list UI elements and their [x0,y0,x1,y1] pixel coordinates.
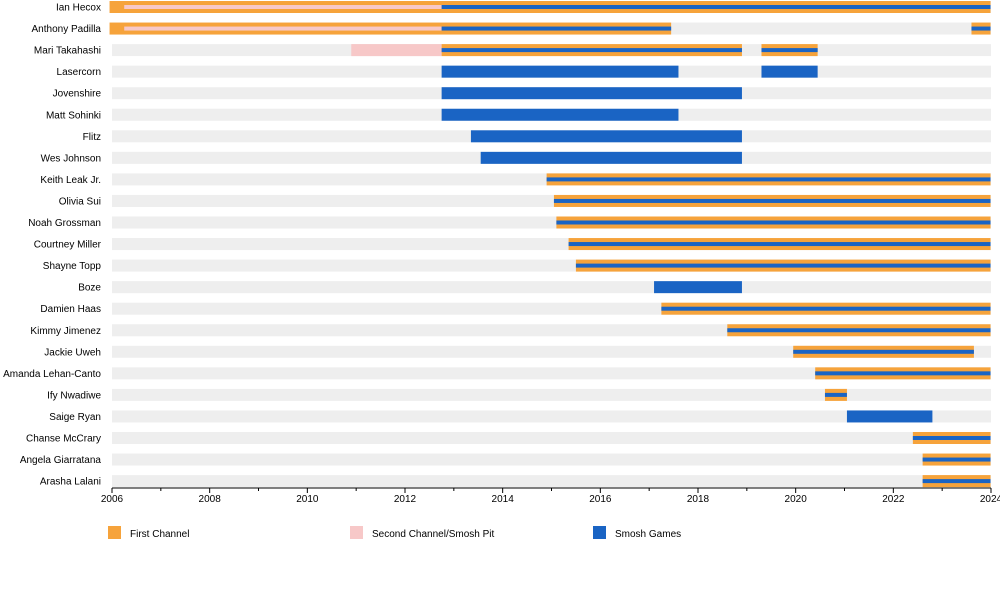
legend: First Channel Second Channel/Smosh Pit Smo… [108,526,681,540]
row-label-courtney-miller: Courtney Miller [34,240,102,251]
bar-mari-takahashi-second-channel-smosh-pit-0 [351,44,442,57]
bar-lasercorn-smosh-games-1 [761,65,818,78]
legend-label-second-channel-smosh-pit: Second Channel/Smosh Pit [372,529,495,540]
x-tick-label-2024: 2024 [980,494,1000,505]
row-background-boze [112,281,991,294]
bar-anthony-padilla-smosh-games-4 [971,26,991,31]
legend-swatch-smosh-games [593,526,606,539]
bar-jovenshire-smosh-games-0 [441,87,742,100]
bar-lasercorn-smosh-games-0 [441,65,679,78]
bar-ian-hecox-second-channel-smosh-pit-1 [124,5,442,9]
row-label-lasercorn: Lasercorn [57,67,101,78]
row-background-saige-ryan [112,410,991,423]
row-label-anthony-padilla: Anthony Padilla [32,24,102,35]
row-background-chanse-mccrary [112,432,991,444]
bar-arasha-lalani-smosh-games-1 [922,479,991,484]
row-label-arasha-lalani: Arasha Lalani [40,477,101,488]
row-label-kimmy-jimenez: Kimmy Jimenez [30,326,101,337]
x-tick-label-2018: 2018 [687,494,710,505]
x-tick-label-2020: 2020 [785,494,808,505]
row-label-flitz: Flitz [83,132,101,143]
bar-damien-haas-smosh-games-1 [661,306,991,311]
bar-jackie-uweh-smosh-games-1 [793,349,974,354]
x-tick-label-2008: 2008 [199,494,222,505]
row-label-mari-takahashi: Mari Takahashi [34,46,101,57]
row-labels: Ian Hecox Anthony Padilla Mari Takahashi La… [3,3,102,488]
row-label-olivia-sui: Olivia Sui [59,196,101,207]
row-background-angela-giarratana [112,453,991,466]
bar-noah-grossman-smosh-games-1 [556,220,991,225]
row-label-ify-nwadiwe: Ify Nwadiwe [47,390,101,401]
bar-chanse-mccrary-smosh-games-1 [912,436,991,440]
row-label-boze: Boze [78,283,101,294]
bar-boze-smosh-games-0 [654,281,742,294]
x-tick-label-2006: 2006 [101,494,124,505]
x-tick-label-2014: 2014 [492,494,515,505]
row-label-saige-ryan: Saige Ryan [49,412,101,423]
bar-keith-leak-jr-smosh-games-1 [546,177,991,182]
bar-matt-sohinki-smosh-games-0 [441,108,679,121]
row-label-damien-haas: Damien Haas [40,304,101,315]
row-label-chanse-mccrary: Chanse McCrary [26,434,101,445]
row-label-jovenshire: Jovenshire [53,89,102,100]
row-label-angela-giarratana: Angela Giarratana [20,455,102,466]
legend-label-first-channel: First Channel [130,529,189,540]
bar-olivia-sui-smosh-games-1 [553,198,991,203]
row-label-amanda-lehan-canto: Amanda Lehan-Canto [3,369,101,380]
row-label-keith-leak-jr: Keith Leak Jr. [40,175,101,186]
legend-swatch-second-channel-smosh-pit [350,526,363,539]
x-tick-label-2016: 2016 [589,494,612,505]
row-background-arasha-lalani [112,475,991,488]
timeline-bars [109,1,991,488]
bar-flitz-smosh-games-0 [470,130,742,143]
bar-saige-ryan-smosh-games-0 [846,410,933,423]
bar-ify-nwadiwe-smosh-games-1 [824,392,847,397]
bar-wes-johnson-smosh-games-0 [480,151,742,164]
bar-mari-takahashi-smosh-games-4 [761,48,818,53]
bar-angela-giarratana-smosh-games-1 [922,457,991,462]
x-axis: 2006 2008 2010 2012 2014 2016 2018 2020 2022 2024 [101,487,1000,505]
x-tick-label-2022: 2022 [882,494,905,505]
bar-anthony-padilla-smosh-games-2 [441,26,672,31]
bar-kimmy-jimenez-smosh-games-1 [727,328,991,333]
row-label-noah-grossman: Noah Grossman [28,218,101,229]
legend-label-smosh-games: Smosh Games [615,529,681,540]
bar-amanda-lehan-canto-smosh-games-1 [815,371,991,376]
bar-anthony-padilla-second-channel-smosh-pit-1 [124,26,442,31]
row-label-ian-hecox: Ian Hecox [56,3,101,14]
bar-ian-hecox-smosh-games-2 [441,5,991,9]
row-label-matt-sohinki: Matt Sohinki [46,110,101,121]
legend-swatch-first-channel [108,526,121,539]
row-label-jackie-uweh: Jackie Uweh [44,347,101,358]
row-background-ify-nwadiwe [112,388,991,401]
row-label-shayne-topp: Shayne Topp [43,261,102,272]
x-tick-label-2012: 2012 [394,494,417,505]
bar-courtney-miller-smosh-games-1 [568,242,991,247]
row-background-jackie-uweh [112,345,991,358]
row-background-amanda-lehan-canto [112,367,991,380]
row-label-wes-johnson: Wes Johnson [41,153,101,164]
bar-shayne-topp-smosh-games-1 [575,263,991,268]
bar-mari-takahashi-smosh-games-2 [441,48,742,53]
x-tick-label-2010: 2010 [296,494,319,505]
